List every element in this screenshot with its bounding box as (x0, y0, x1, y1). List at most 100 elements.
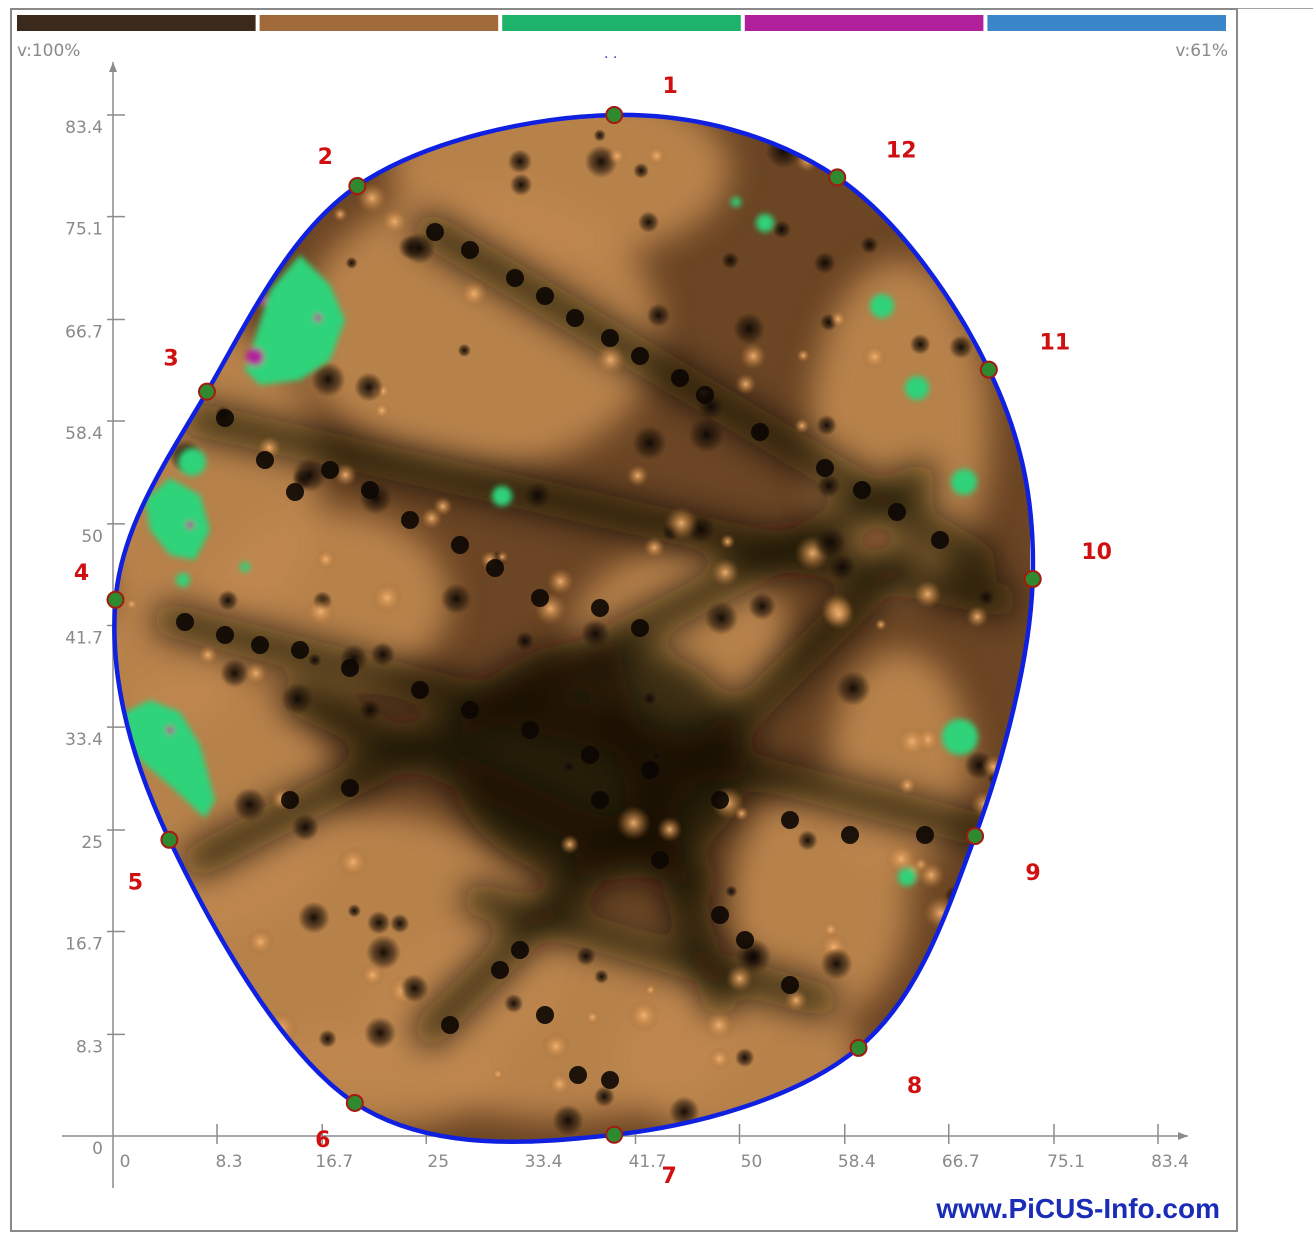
dark-spot (310, 361, 346, 398)
light-spot (174, 248, 210, 284)
dark-spot (347, 904, 362, 918)
x-axis-arrow (1178, 1132, 1188, 1140)
sound-path-node (216, 626, 234, 644)
sound-path-node (251, 636, 269, 654)
scale-marker-dots: . . (604, 46, 617, 62)
sound-path-node (711, 791, 729, 809)
sound-path-node (426, 223, 444, 241)
sound-path-node (816, 459, 834, 477)
dark-spot (297, 901, 330, 934)
sensor-label: 3 (163, 347, 178, 372)
light-spot (491, 1067, 505, 1081)
dark-spot (797, 830, 818, 851)
sound-path-node (461, 241, 479, 259)
light-spot (246, 927, 275, 956)
damage-bands (153, 213, 1017, 1047)
dark-spot (576, 946, 596, 966)
sound-path-node (591, 791, 609, 809)
dark-spot (977, 588, 995, 607)
velocity-color-scale (17, 15, 1226, 31)
sensor-label: 12 (886, 138, 917, 163)
dark-spot (860, 236, 879, 254)
dark-spot (354, 372, 384, 402)
dark-spot (594, 969, 609, 984)
light-spot (197, 644, 219, 666)
sound-path-node (631, 619, 649, 637)
sensor-point (966, 827, 985, 846)
sensor-point (106, 590, 125, 609)
light-spot (711, 558, 740, 587)
cavity-spot (186, 521, 194, 529)
dark-spot (962, 239, 992, 269)
dark-spot (765, 132, 802, 169)
light-spot (895, 725, 929, 758)
sound-path-node (751, 423, 769, 441)
sound-path-node (931, 531, 949, 549)
y-tick-label: 33.4 (65, 730, 103, 750)
sensor-label: 5 (128, 871, 143, 896)
dark-spot (403, 232, 436, 265)
light-spot (244, 661, 268, 685)
sound-path-node (281, 791, 299, 809)
dark-spot (561, 759, 577, 775)
dark-spot (748, 592, 777, 621)
sound-path-node (841, 826, 859, 844)
dark-spot (524, 481, 551, 509)
scale-segment (502, 15, 741, 31)
y-tick-label: 41.7 (65, 629, 103, 649)
sound-path-node (506, 269, 524, 287)
sensor-point (979, 360, 998, 379)
light-spot (874, 618, 888, 631)
sound-path-node (736, 931, 754, 949)
light-spot (315, 548, 337, 571)
light-spot (333, 463, 358, 487)
light-spot (703, 1009, 735, 1041)
light-spot (966, 605, 989, 628)
sound-path-node (291, 641, 309, 659)
dark-spot (649, 749, 664, 763)
solid-wood-zone (300, 190, 660, 470)
sound-path-node (256, 451, 274, 469)
sound-path-spots (125, 127, 1007, 1137)
y-tick-label: 83.4 (65, 118, 103, 138)
sensor-label: 8 (907, 1074, 922, 1099)
green-zones (120, 197, 978, 886)
dark-spot (457, 343, 471, 358)
dark-spot (909, 333, 931, 355)
light-spot (143, 344, 162, 363)
light-spot (125, 597, 139, 611)
scale-segment (987, 15, 1226, 31)
sound-path-node (216, 409, 234, 427)
light-spot (823, 598, 855, 631)
cavity-spot (246, 348, 264, 366)
light-spot (734, 373, 757, 395)
sound-path-node (591, 599, 609, 617)
sensor-point (345, 1093, 364, 1112)
dark-spot (580, 619, 610, 649)
light-spot (332, 206, 348, 222)
green-spot (178, 448, 206, 476)
cavity-spot (314, 314, 322, 322)
sound-path-node (461, 701, 479, 719)
sensor-point (828, 168, 847, 187)
light-spot (861, 344, 888, 370)
sensor-point (605, 106, 624, 124)
light-spot (664, 506, 698, 540)
light-spot (913, 580, 942, 609)
sound-path-node (601, 329, 619, 347)
green-spot (942, 719, 978, 755)
dark-spot (772, 220, 791, 239)
sensor-label: 7 (662, 1164, 677, 1189)
dark-spot (504, 993, 524, 1014)
damage-band (463, 883, 837, 1017)
light-spot (134, 389, 156, 411)
sound-path-node (581, 746, 599, 764)
dark-spot (633, 162, 649, 179)
light-spot (196, 998, 232, 1034)
sound-path-node (601, 1071, 619, 1089)
x-tick-label: 25 (427, 1152, 449, 1172)
dark-spot (642, 691, 657, 706)
light-spot (373, 402, 391, 420)
dark-spot (820, 947, 853, 980)
